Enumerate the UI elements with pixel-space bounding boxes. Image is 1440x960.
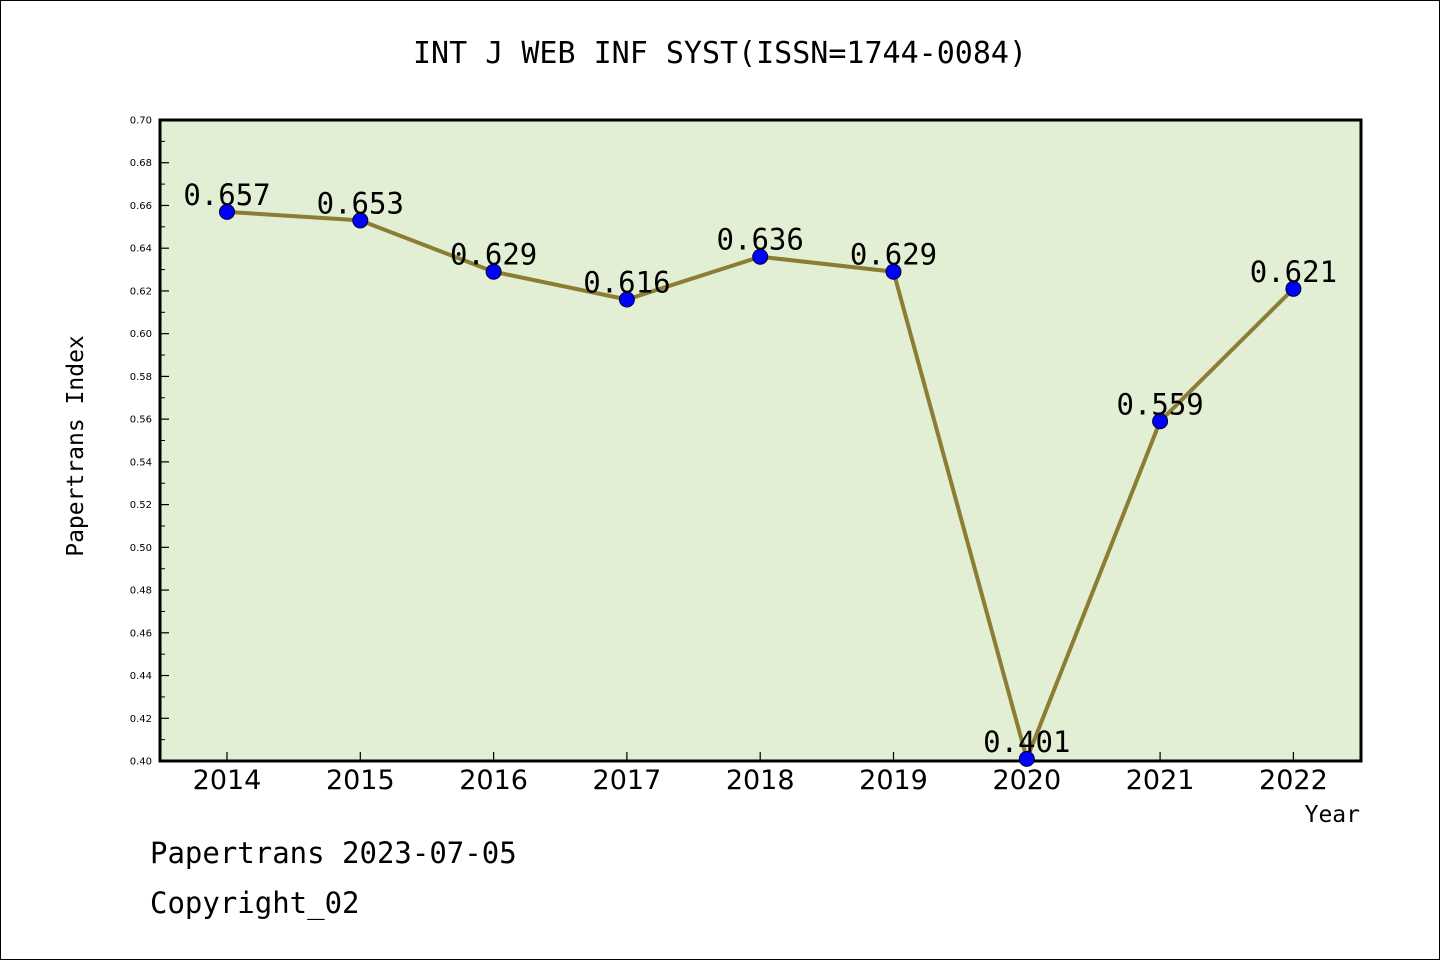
y-tick-label: 0.62 [130,286,152,297]
data-point [1018,750,1035,767]
y-tick-label: 0.64 [130,244,152,255]
data-point [618,291,635,308]
data-label: 0.621 [1250,255,1337,289]
y-tick-label: 0.54 [130,457,152,468]
data-point [885,263,902,280]
x-tick-label: 2014 [193,765,262,796]
footer-date: Papertrans 2023-07-05 [150,836,517,870]
y-tick-label: 0.48 [130,586,152,597]
y-tick-label: 0.44 [130,671,152,682]
y-tick-label: 0.60 [130,329,152,340]
y-tick-label: 0.50 [130,543,152,554]
data-label: 0.629 [850,238,937,272]
data-label: 0.616 [583,265,670,299]
y-tick-label: 0.52 [130,500,152,511]
y-tick-label: 0.68 [130,158,152,169]
x-tick-label: 2017 [593,765,662,796]
plot-area [158,118,1363,763]
x-tick-label: 2016 [459,765,528,796]
x-tick-label: 2021 [1126,765,1195,796]
y-tick-label: 0.70 [130,116,152,127]
data-point [1285,280,1302,297]
x-tick-label: 2022 [1259,765,1328,796]
data-point [1152,413,1169,430]
y-axis: 0.40 0.42 0.44 0.46 0.48 0.50 0.52 0.54 0.56 0.58… [130,116,169,768]
data-label: 0.653 [317,186,404,220]
chart-title: INT J WEB INF SYST(ISSN=1744-0084) [412,36,1028,71]
y-axis-label: Papertrans Index [63,335,89,557]
x-tick-label: 2020 [992,765,1061,796]
data-point [752,248,769,265]
x-axis-label: Year [1304,802,1360,828]
x-tick-label: 2019 [859,765,928,796]
y-tick-label: 0.42 [130,714,152,725]
data-point [352,212,369,229]
data-label: 0.657 [183,178,270,212]
y-tick-label: 0.46 [130,628,152,639]
footer-copyright: Copyright_02 [150,886,360,920]
x-tick-label: 2015 [326,765,395,796]
data-point [219,203,235,220]
data-point [485,263,502,280]
y-tick-label: 0.58 [130,372,152,383]
x-tick-label: 2018 [726,765,795,796]
data-label: 0.636 [717,223,804,257]
y-tick-label: 0.56 [130,415,152,426]
y-tick-label: 0.40 [130,757,152,768]
y-tick-label: 0.66 [130,201,152,212]
data-label: 0.629 [450,238,537,272]
data-label: 0.401 [983,725,1070,759]
x-axis: 2014 2015 2016 2017 2018 2019 2020 2021 2022 [193,752,1328,796]
data-points [219,203,1302,767]
data-label: 0.559 [1116,387,1203,421]
data-labels: 0.657 0.653 0.629 0.616 0.636 0.629 0.401 0.559… [183,178,1337,759]
